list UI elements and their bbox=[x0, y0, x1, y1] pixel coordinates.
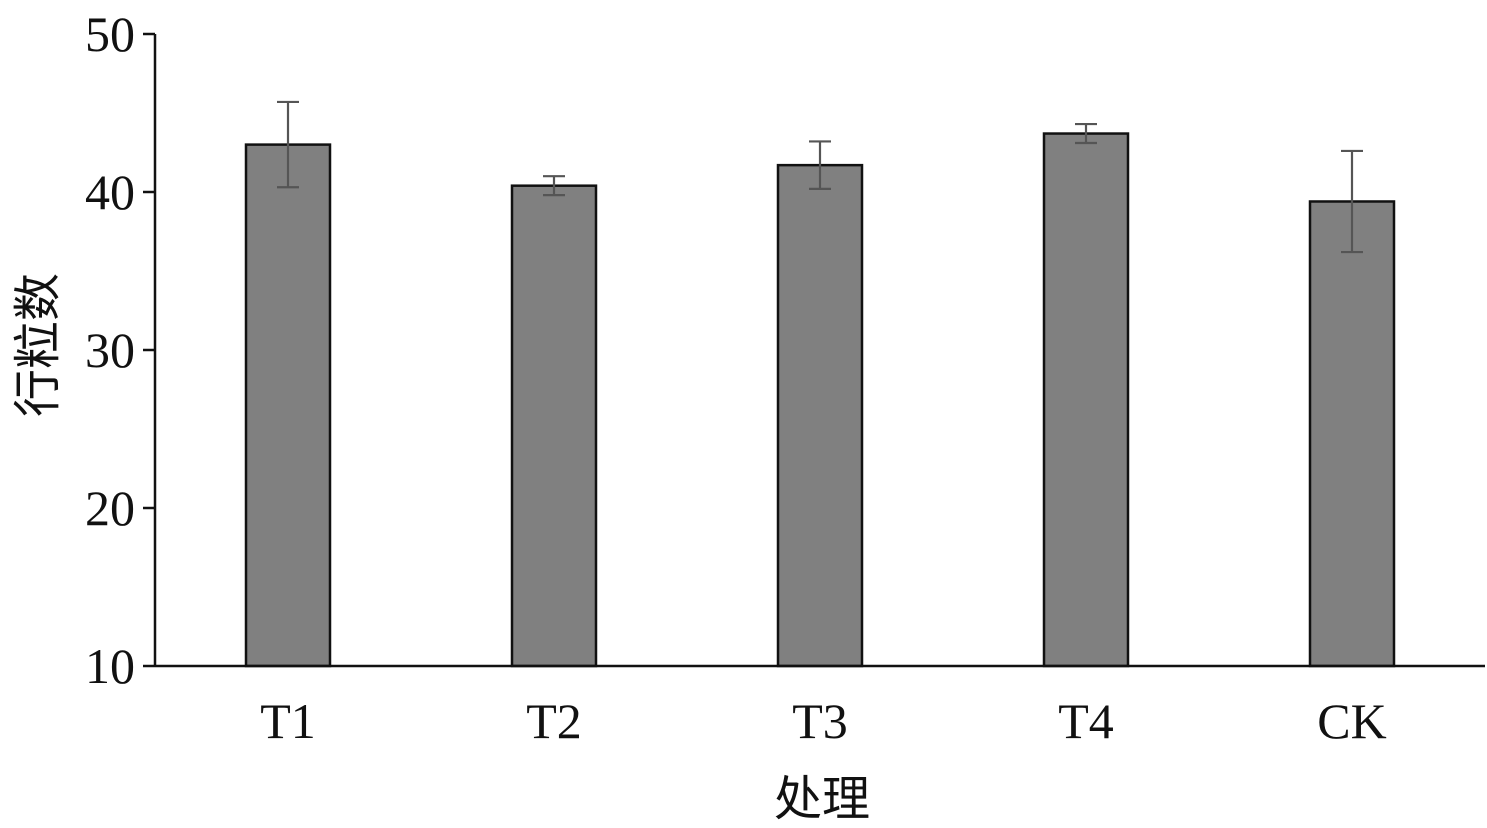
y-tick-label: 50 bbox=[85, 6, 135, 62]
bars-layer bbox=[244, 132, 1396, 668]
y-tick-label: 40 bbox=[85, 164, 135, 220]
y-ticks-layer: 10 20 30 40 50 bbox=[85, 6, 155, 694]
x-tick-label-t2: T2 bbox=[526, 693, 582, 749]
bar-t4 bbox=[1042, 132, 1130, 668]
x-axis-title: 处理 bbox=[774, 771, 870, 827]
x-tick-label-t1: T1 bbox=[260, 693, 316, 749]
bar-t2 bbox=[510, 184, 598, 668]
x-tick-label-t3: T3 bbox=[792, 693, 848, 749]
error-bar-t1 bbox=[277, 100, 299, 189]
x-ticks-layer: T1 T2 T3 T4 CK bbox=[260, 693, 1387, 749]
x-tick-label-ck: CK bbox=[1317, 693, 1386, 749]
error-bar-t4 bbox=[1075, 122, 1097, 145]
y-tick-label: 20 bbox=[85, 480, 135, 536]
x-tick-label-t4: T4 bbox=[1058, 693, 1114, 749]
error-bars-layer bbox=[277, 100, 1363, 254]
y-tick-label: 10 bbox=[85, 638, 135, 694]
bar-t1 bbox=[244, 143, 332, 668]
y-tick-label: 30 bbox=[85, 322, 135, 378]
error-bar-ck bbox=[1341, 149, 1363, 254]
bar-t3 bbox=[776, 163, 864, 668]
error-bar-t3 bbox=[809, 140, 831, 190]
bar-ck bbox=[1308, 200, 1396, 668]
error-bar-t2 bbox=[543, 175, 565, 197]
y-axis-title: 行粒数 bbox=[10, 273, 66, 417]
